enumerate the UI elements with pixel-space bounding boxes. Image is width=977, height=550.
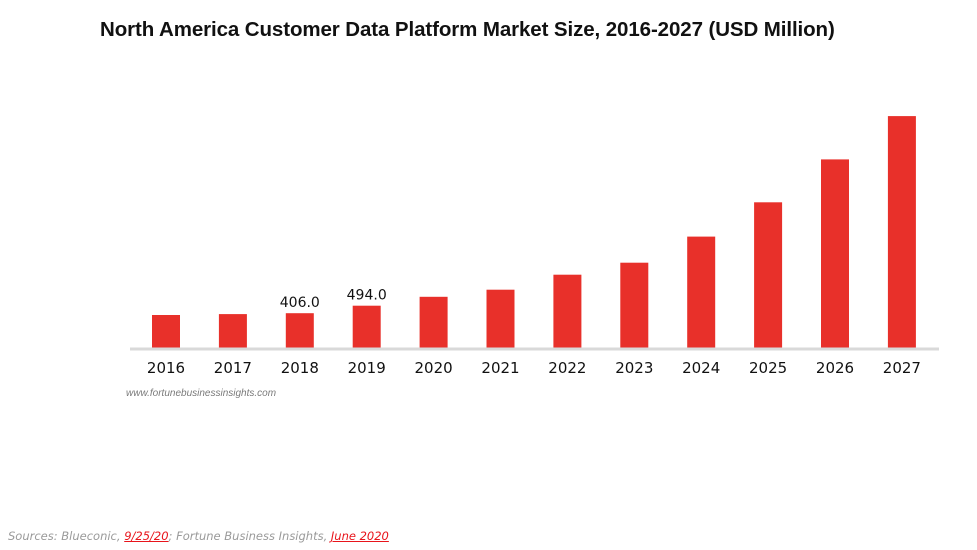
sources-middle: ; Fortune Business Insights, <box>168 529 331 543</box>
x-tick-label-2023: 2023 <box>615 359 653 377</box>
chart-title: North America Customer Data Platform Mar… <box>100 18 835 41</box>
x-tick-label-2021: 2021 <box>481 359 519 377</box>
sources-note: Sources: Blueconic, 9/25/20; Fortune Bus… <box>8 529 389 543</box>
watermark-url: www.fortunebusinessinsights.com <box>126 388 277 399</box>
bar-2022 <box>553 274 582 348</box>
bar-2026 <box>821 159 849 348</box>
x-tick-label-2017: 2017 <box>214 359 252 377</box>
x-tick-label-2026: 2026 <box>816 359 854 377</box>
data-label-2018: 406.0 <box>280 295 320 311</box>
bar-2019 <box>352 305 381 348</box>
bars-group <box>152 116 916 348</box>
x-tick-label-2018: 2018 <box>281 359 319 377</box>
data-labels: 406.0 494.0 <box>280 288 387 312</box>
x-tick-label-2022: 2022 <box>548 359 586 377</box>
x-tick-label-2025: 2025 <box>749 359 787 377</box>
bar-2025 <box>754 202 783 348</box>
x-tick-label-2016: 2016 <box>147 359 185 377</box>
bar-2017 <box>218 314 247 348</box>
bar-2024 <box>687 236 716 348</box>
x-tick-label-2020: 2020 <box>415 359 453 377</box>
x-tick-label-2019: 2019 <box>348 359 386 377</box>
data-label-2019: 494.0 <box>347 288 387 304</box>
source-link-report[interactable]: June 2020 <box>330 529 389 543</box>
x-tick-label-2024: 2024 <box>682 359 720 377</box>
bar-2027 <box>887 116 916 348</box>
bar-2018 <box>285 313 314 348</box>
bar-2020 <box>419 296 448 348</box>
x-tick-label-2027: 2027 <box>883 359 921 377</box>
bar-2021 <box>486 289 515 348</box>
bar-2023 <box>620 262 649 348</box>
source-link-date[interactable]: 9/25/20 <box>124 529 169 543</box>
sources-prefix: Sources: Blueconic, <box>8 529 125 543</box>
bar-2016 <box>152 315 180 348</box>
x-tick-labels: 2016 2017 2018 2019 2020 2021 2022 2023 2024 2025… <box>147 359 921 377</box>
